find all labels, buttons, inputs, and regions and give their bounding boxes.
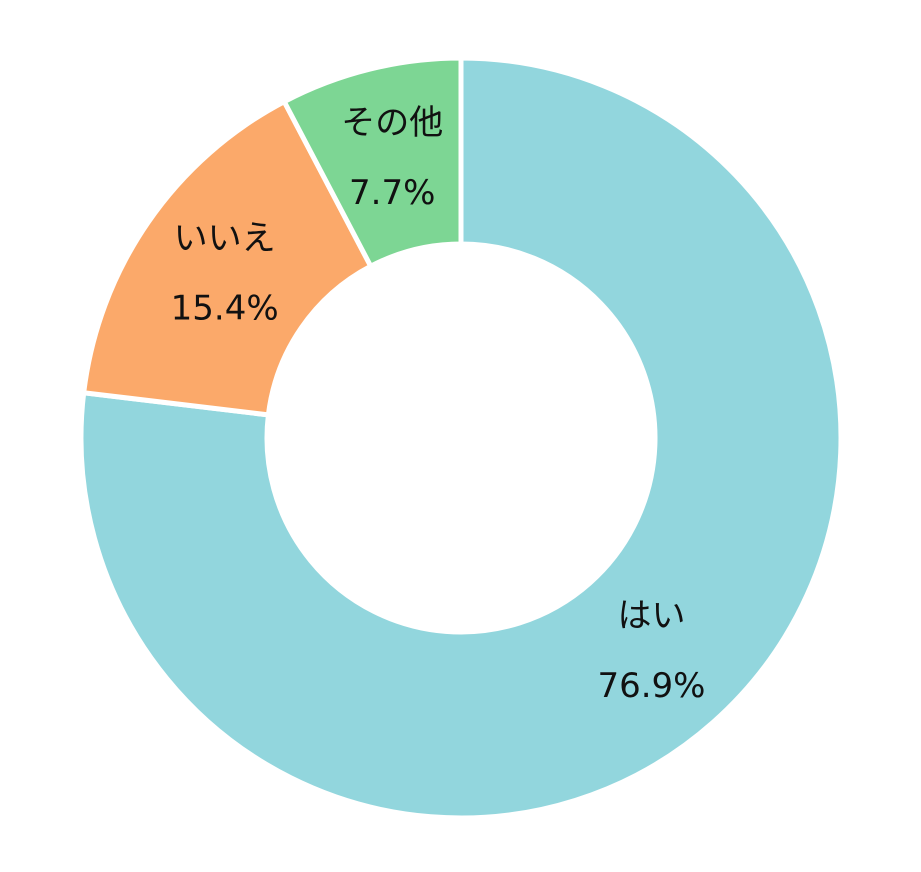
slice-label: その他	[341, 103, 443, 143]
donut-slice	[80, 98, 375, 418]
value-label: 15.4%	[171, 289, 279, 329]
value-label: 7.7%	[349, 173, 435, 213]
donut-slice	[280, 55, 464, 270]
slice-label: はい	[617, 596, 685, 636]
donut-slice	[78, 55, 844, 821]
slice-label: いいえ	[174, 219, 276, 259]
value-label: 76.9%	[597, 666, 705, 706]
